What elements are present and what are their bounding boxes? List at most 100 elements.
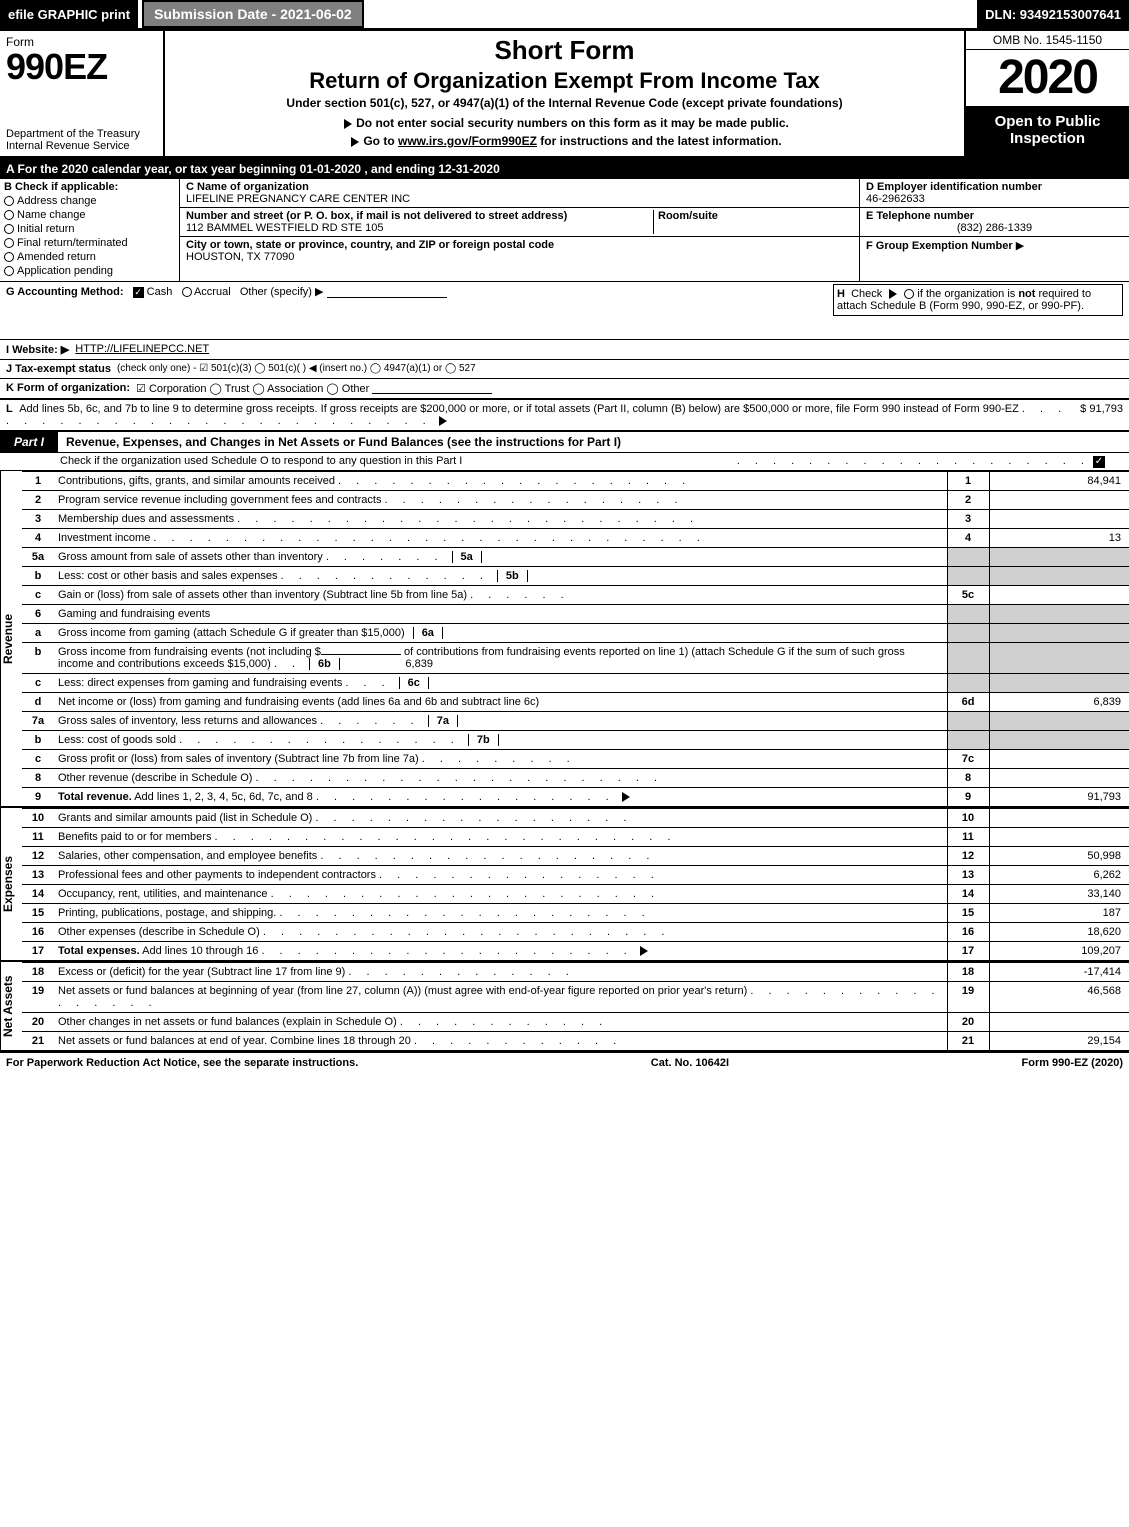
revenue-side-label: Revenue bbox=[0, 471, 22, 806]
arrow-icon bbox=[622, 792, 630, 802]
instruction-line-1: Do not enter social security numbers on … bbox=[175, 116, 954, 130]
l-amount: $ 91,793 bbox=[1080, 403, 1123, 427]
chk-address-change[interactable]: Address change bbox=[4, 195, 175, 207]
top-bar: efile GRAPHIC print Submission Date - 20… bbox=[0, 0, 1129, 31]
group-exemption-label: F Group Exemption Number bbox=[866, 240, 1013, 252]
expenses-side-label: Expenses bbox=[0, 808, 22, 960]
j-label: J Tax-exempt status bbox=[6, 363, 111, 375]
line-20: 20 Other changes in net assets or fund b… bbox=[22, 1013, 1129, 1032]
chk-application-pending[interactable]: Application pending bbox=[4, 265, 175, 277]
line-14: 14 Occupancy, rent, utilities, and maint… bbox=[22, 885, 1129, 904]
paperwork-notice: For Paperwork Reduction Act Notice, see … bbox=[6, 1057, 358, 1069]
row-l: L Add lines 5b, 6c, and 7b to line 9 to … bbox=[0, 400, 1129, 432]
k-options: ☑ Corporation ◯ Trust ◯ Association ◯ Ot… bbox=[136, 382, 369, 395]
line-6c: c Less: direct expenses from gaming and … bbox=[22, 674, 1129, 693]
arrow-icon bbox=[351, 137, 359, 147]
line-8: 8 Other revenue (describe in Schedule O)… bbox=[22, 769, 1129, 788]
part-tag: Part I bbox=[0, 432, 58, 452]
line-11: 11 Benefits paid to or for members . . .… bbox=[22, 828, 1129, 847]
period-row: A For the 2020 calendar year, or tax yea… bbox=[0, 159, 1129, 179]
l-text: Add lines 5b, 6c, and 7b to line 9 to de… bbox=[19, 403, 1019, 415]
city-value: HOUSTON, TX 77090 bbox=[186, 251, 294, 263]
line-7c: c Gross profit or (loss) from sales of i… bbox=[22, 750, 1129, 769]
section-b-title: B Check if applicable: bbox=[4, 181, 175, 193]
line-2: 2 Program service revenue including gove… bbox=[22, 491, 1129, 510]
line-6d: d Net income or (loss) from gaming and f… bbox=[22, 693, 1129, 712]
short-form-title: Short Form bbox=[175, 35, 954, 66]
org-name-value: LIFELINE PREGNANCY CARE CENTER INC bbox=[186, 193, 410, 205]
street-label: Number and street (or P. O. box, if mail… bbox=[186, 210, 567, 222]
arrow-icon bbox=[889, 289, 897, 299]
accrual-label: Accrual bbox=[194, 286, 231, 298]
k-other-field[interactable] bbox=[372, 382, 492, 394]
line-19: 19 Net assets or fund balances at beginn… bbox=[22, 982, 1129, 1013]
arrow-icon bbox=[640, 946, 648, 956]
section-b: B Check if applicable: Address change Na… bbox=[0, 179, 180, 281]
line-4: 4 Investment income . . . . . . . . . . … bbox=[22, 529, 1129, 548]
efile-label[interactable]: efile GRAPHIC print bbox=[0, 0, 138, 28]
irs-link[interactable]: www.irs.gov/Form990EZ bbox=[398, 134, 537, 148]
other-specify-field[interactable] bbox=[327, 286, 447, 298]
open-to-public: Open to Public Inspection bbox=[966, 107, 1129, 156]
form-header: Form 990EZ Department of the Treasury In… bbox=[0, 31, 1129, 159]
j-options: (check only one) - ☑ 501(c)(3) ◯ 501(c)(… bbox=[117, 363, 476, 375]
line-3: 3 Membership dues and assessments . . . … bbox=[22, 510, 1129, 529]
subtitle: Under section 501(c), 527, or 4947(a)(1)… bbox=[175, 96, 954, 110]
revenue-table: 1 Contributions, gifts, grants, and simi… bbox=[22, 471, 1129, 806]
part-i-header: Part I Revenue, Expenses, and Changes in… bbox=[0, 432, 1129, 453]
netassets-section: Net Assets 18 Excess or (deficit) for th… bbox=[0, 962, 1129, 1053]
website-label: I Website: ▶ bbox=[6, 343, 69, 356]
line-1: 1 Contributions, gifts, grants, and simi… bbox=[22, 472, 1129, 491]
section-def: D Employer identification number 46-2962… bbox=[859, 179, 1129, 281]
schedule-o-text: Check if the organization used Schedule … bbox=[60, 455, 462, 468]
dln-label: DLN: 93492153007641 bbox=[977, 0, 1129, 28]
ein-label: D Employer identification number bbox=[866, 181, 1042, 193]
schedule-o-checkbox[interactable]: ✓ bbox=[1093, 456, 1105, 468]
chk-initial-return[interactable]: Initial return bbox=[4, 223, 175, 235]
line-12: 12 Salaries, other compensation, and emp… bbox=[22, 847, 1129, 866]
section-c: C Name of organization LIFELINE PREGNANC… bbox=[180, 179, 859, 281]
street-value: 112 BAMMEL WESTFIELD RD STE 105 bbox=[186, 222, 383, 234]
phone-value: (832) 286-1339 bbox=[866, 222, 1123, 234]
part-i-check: Check if the organization used Schedule … bbox=[0, 453, 1129, 471]
line-9: 9 Total revenue. Add lines 1, 2, 3, 4, 5… bbox=[22, 788, 1129, 807]
cash-label: Cash bbox=[147, 286, 173, 298]
k-label: K Form of organization: bbox=[6, 382, 130, 395]
org-name-label: C Name of organization bbox=[186, 181, 309, 193]
info-block: B Check if applicable: Address change Na… bbox=[0, 179, 1129, 282]
website-value[interactable]: HTTP://LIFELINEPCC.NET bbox=[75, 343, 209, 356]
accrual-checkbox[interactable] bbox=[182, 287, 192, 297]
line-5b: b Less: cost or other basis and sales ex… bbox=[22, 567, 1129, 586]
row-j: J Tax-exempt status (check only one) - ☑… bbox=[0, 360, 1129, 379]
dept-irs: Internal Revenue Service bbox=[6, 140, 157, 152]
line-6b: b Gross income from fundraising events (… bbox=[22, 643, 1129, 674]
netassets-side-label: Net Assets bbox=[0, 962, 22, 1050]
dept-treasury: Department of the Treasury bbox=[6, 128, 157, 140]
line-21: 21 Net assets or fund balances at end of… bbox=[22, 1032, 1129, 1051]
g-label: G Accounting Method: bbox=[6, 286, 124, 298]
line-5a: 5a Gross amount from sale of assets othe… bbox=[22, 548, 1129, 567]
row-i: I Website: ▶ HTTP://LIFELINEPCC.NET bbox=[0, 340, 1129, 360]
chk-name-change[interactable]: Name change bbox=[4, 209, 175, 221]
arrow-icon: ▶ bbox=[1016, 240, 1024, 252]
chk-final-return[interactable]: Final return/terminated bbox=[4, 237, 175, 249]
cash-checkbox[interactable]: ✓ bbox=[133, 287, 144, 298]
header-center: Short Form Return of Organization Exempt… bbox=[165, 31, 964, 156]
tax-year: 2020 bbox=[966, 50, 1129, 107]
row-k: K Form of organization: ☑ Corporation ◯ … bbox=[0, 379, 1129, 400]
chk-amended-return[interactable]: Amended return bbox=[4, 251, 175, 263]
expenses-table: 10 Grants and similar amounts paid (list… bbox=[22, 808, 1129, 960]
netassets-table: 18 Excess or (deficit) for the year (Sub… bbox=[22, 962, 1129, 1050]
expenses-section: Expenses 10 Grants and similar amounts p… bbox=[0, 808, 1129, 962]
arrow-icon bbox=[439, 416, 447, 426]
h-checkbox[interactable] bbox=[904, 289, 914, 299]
line-6: 6 Gaming and fundraising events bbox=[22, 605, 1129, 624]
line-13: 13 Professional fees and other payments … bbox=[22, 866, 1129, 885]
line-7a: 7a Gross sales of inventory, less return… bbox=[22, 712, 1129, 731]
other-label: Other (specify) ▶ bbox=[240, 286, 324, 298]
line-10: 10 Grants and similar amounts paid (list… bbox=[22, 809, 1129, 828]
line-16: 16 Other expenses (describe in Schedule … bbox=[22, 923, 1129, 942]
header-right: OMB No. 1545-1150 2020 Open to Public In… bbox=[964, 31, 1129, 156]
header-left: Form 990EZ Department of the Treasury In… bbox=[0, 31, 165, 156]
form-ref: Form 990-EZ (2020) bbox=[1022, 1057, 1123, 1069]
